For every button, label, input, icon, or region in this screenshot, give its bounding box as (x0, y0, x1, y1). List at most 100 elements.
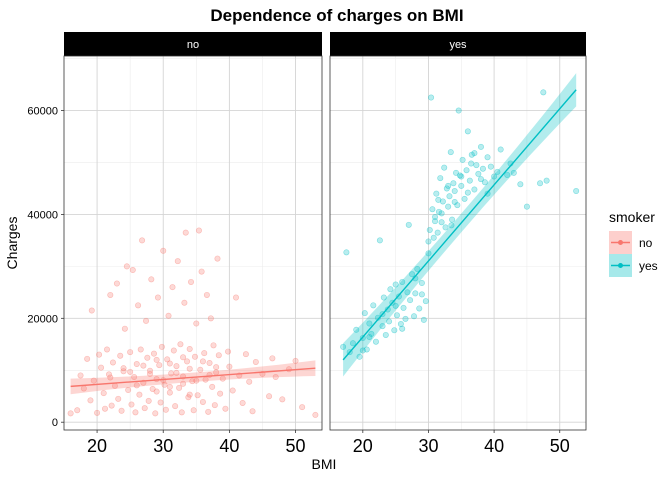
data-point-no (160, 247, 167, 254)
data-point-no (98, 364, 105, 371)
data-point-yes (363, 346, 370, 353)
data-point-yes (458, 173, 465, 180)
data-point-no (150, 350, 157, 357)
data-point-yes (418, 279, 425, 286)
data-point-yes (356, 353, 363, 360)
data-point-no (184, 358, 191, 365)
y-axis: 0 20000 40000 60000 (27, 106, 64, 429)
data-point-no (127, 349, 134, 356)
data-point-no (120, 365, 127, 372)
data-point-yes (439, 198, 446, 205)
x-axis-title: BMI (312, 456, 337, 472)
data-point-yes (405, 221, 412, 228)
data-point-yes (434, 229, 441, 236)
data-point-yes (447, 149, 454, 156)
data-point-yes (540, 89, 547, 96)
data-point-no (156, 362, 163, 369)
data-point-no (180, 354, 187, 361)
data-point-yes (510, 169, 517, 176)
data-point-no (292, 357, 299, 364)
data-point-yes (464, 189, 471, 196)
data-point-no (299, 404, 306, 411)
data-point-yes (450, 180, 457, 187)
data-point-no (137, 346, 144, 353)
data-point-no (173, 363, 180, 370)
data-point-yes (428, 94, 435, 101)
data-point-yes (432, 218, 439, 225)
data-point-yes (487, 163, 494, 170)
data-point-no (266, 393, 273, 400)
legend: smoker no yes (609, 209, 658, 277)
data-point-no (233, 294, 240, 301)
data-point-yes (366, 320, 373, 327)
data-point-no (90, 377, 97, 384)
data-point-yes (453, 169, 460, 176)
x-tick-label: 40 (219, 436, 239, 456)
data-point-no (161, 381, 168, 388)
data-point-no (148, 276, 155, 283)
data-point-yes (416, 305, 423, 312)
data-point-no (166, 389, 173, 396)
data-point-no (246, 378, 253, 385)
legend-label-no: no (639, 236, 653, 250)
data-point-yes (379, 323, 386, 330)
data-point-no (207, 315, 214, 322)
data-point-no (128, 401, 135, 408)
data-point-yes (468, 151, 475, 158)
data-point-no (147, 367, 154, 374)
data-point-yes (438, 210, 445, 217)
data-point-no (279, 396, 286, 403)
data-point-yes (459, 156, 466, 163)
data-point-no (182, 229, 189, 236)
data-point-no (186, 391, 193, 398)
data-point-yes (414, 265, 421, 272)
data-point-no (133, 361, 140, 368)
data-point-yes (435, 196, 442, 203)
facet-strip-label-yes: yes (449, 39, 467, 51)
data-point-yes (420, 316, 427, 323)
data-point-yes (438, 219, 445, 226)
panel-border-no (63, 55, 323, 431)
data-point-yes (387, 286, 394, 293)
data-point-yes (353, 326, 360, 333)
regression-line-yes (342, 89, 577, 361)
data-point-yes (458, 182, 465, 189)
data-point-no (153, 356, 160, 363)
data-point-no (125, 387, 132, 394)
legend-label-yes: yes (639, 259, 658, 273)
data-point-no (170, 347, 177, 354)
data-point-yes (407, 297, 414, 304)
data-point-no (147, 370, 154, 377)
legend-title: smoker (609, 209, 655, 225)
data-point-no (252, 358, 259, 365)
data-point-no (144, 354, 151, 361)
data-point-yes (443, 185, 450, 192)
data-point-yes (376, 237, 383, 244)
data-point-yes (517, 181, 524, 188)
x-tick-label: 20 (353, 436, 373, 456)
data-point-no (164, 356, 171, 363)
data-point-no (168, 370, 175, 377)
data-point-no (166, 360, 173, 367)
panel-yes: yes (329, 32, 587, 431)
data-point-no (107, 374, 114, 381)
data-point-yes (437, 175, 444, 182)
data-point-no (67, 410, 74, 417)
data-point-yes (409, 271, 416, 278)
data-point-no (225, 348, 232, 355)
data-point-no (193, 320, 200, 327)
data-point-yes (359, 347, 366, 354)
data-point-no (176, 384, 183, 391)
data-point-yes (573, 188, 580, 195)
data-point-yes (366, 334, 373, 341)
facet-strip-no (64, 32, 322, 56)
data-point-no (87, 397, 94, 404)
data-point-no (173, 369, 180, 376)
data-point-yes (484, 154, 491, 161)
data-point-no (108, 402, 115, 409)
data-point-no (127, 368, 134, 375)
data-point-no (172, 403, 179, 410)
data-point-no (123, 263, 130, 270)
data-point-yes (475, 170, 482, 177)
data-point-yes (386, 318, 393, 325)
